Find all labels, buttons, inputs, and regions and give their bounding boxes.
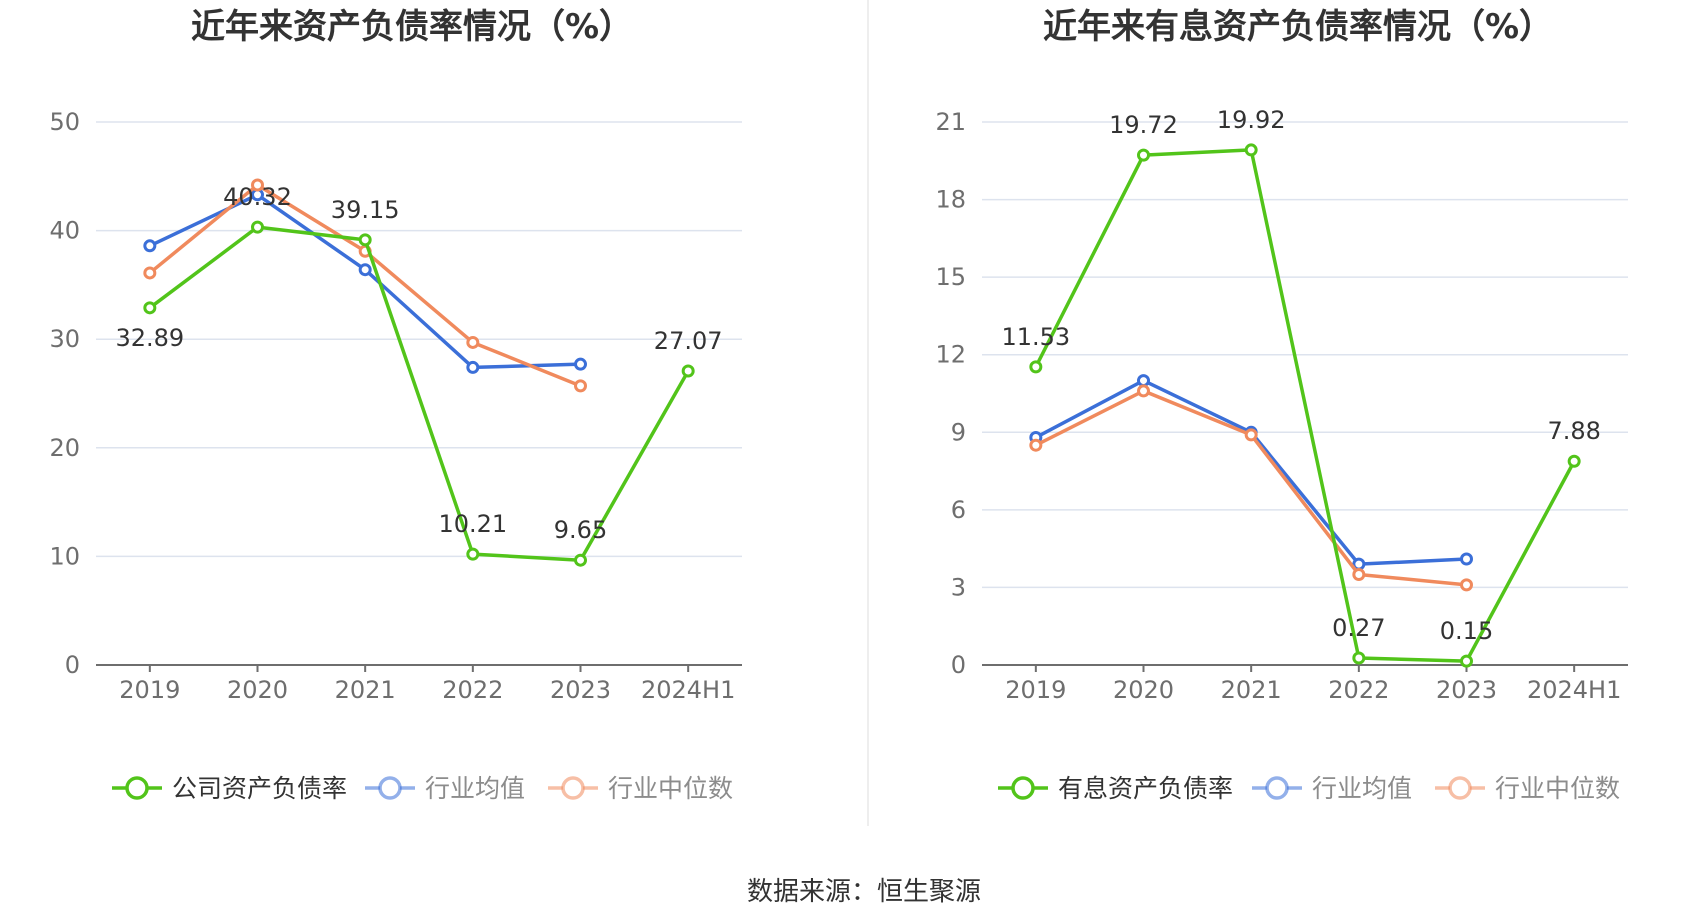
data-point-company [1460, 654, 1473, 668]
data-point-industry-avg [1460, 552, 1473, 566]
data-point-company [1352, 651, 1366, 665]
legend-marker-industry-avg [1265, 776, 1289, 800]
y-tick-label: 50 [49, 108, 80, 136]
data-point-industry-avg [1137, 374, 1150, 388]
data-label: 10.21 [438, 510, 507, 538]
data-point-industry-median [1352, 568, 1366, 581]
y-tick-label: 0 [65, 651, 80, 679]
y-tick-label: 3 [951, 573, 966, 601]
data-point-company [1567, 454, 1581, 468]
data-label: 32.89 [115, 324, 184, 352]
data-label: 39.15 [331, 196, 400, 224]
x-tick-label: 2019 [1005, 676, 1066, 704]
x-tick-label: 2024H1 [641, 676, 735, 704]
data-label: 19.92 [1217, 106, 1286, 134]
legend-marker-industry-median [561, 776, 585, 800]
data-point-industry-median [574, 379, 587, 393]
data-point-company [1244, 143, 1258, 157]
data-label: 27.07 [654, 327, 723, 355]
y-tick-label: 9 [951, 418, 966, 446]
data-point-industry-median [1137, 384, 1150, 398]
x-tick-label: 2020 [1113, 676, 1174, 704]
x-tick-label: 2021 [335, 676, 396, 704]
data-point-industry-median [1244, 428, 1258, 442]
series-line-industry-median [1035, 389, 1467, 587]
legend-marker-company [125, 776, 149, 800]
data-label: 0.15 [1440, 617, 1493, 645]
legend-label-industry-avg: 行业均值 [1312, 774, 1412, 803]
data-point-industry-median [143, 266, 157, 280]
chart-asset-liability-ratio: 近年来资产负债率情况（%） 0 10 20 30 40 50 2019 2020 2021 2022… [49, 7, 742, 803]
data-point-industry-avg [358, 263, 372, 277]
data-point-company [251, 220, 264, 234]
data-point-company [466, 547, 480, 561]
x-tick-label: 2021 [1221, 676, 1282, 704]
x-tick-label: 2022 [1328, 676, 1389, 704]
series-line-company [148, 225, 690, 562]
legend-label-industry-median: 行业中位数 [608, 774, 733, 803]
legend-marker-company [1011, 776, 1035, 800]
data-point-company [574, 553, 587, 567]
data-point-company [1137, 148, 1150, 162]
x-tick-label: 2023 [550, 676, 611, 704]
data-label: 0.27 [1332, 614, 1385, 642]
y-tick-label: 12 [935, 341, 966, 369]
y-tick-label: 10 [49, 542, 80, 570]
y-tick-label: 18 [935, 186, 966, 214]
legend-label-company: 有息资产负债率 [1058, 774, 1233, 803]
series-line-company [1034, 148, 1576, 663]
chart-title: 近年来有息资产负债率情况（%） [1043, 7, 1553, 47]
legend-label-industry-median: 行业中位数 [1495, 774, 1620, 803]
legend-label-industry-avg: 行业均值 [425, 774, 525, 803]
data-label: 19.72 [1109, 111, 1178, 139]
data-point-company [1029, 360, 1043, 374]
y-tick-label: 40 [49, 217, 80, 245]
legend-label-company: 公司资产负债率 [172, 774, 347, 803]
chart-interest-bearing-liability-ratio: 近年来有息资产负债率情况（%） 0 3 6 9 12 15 18 21 2019 2020 2021 2… [935, 7, 1628, 803]
data-point-company [681, 364, 695, 378]
data-point-industry-avg [466, 360, 480, 374]
x-tick-label: 2023 [1436, 676, 1497, 704]
x-tick-label: 2022 [442, 676, 503, 704]
data-source-label: 数据来源：恒生聚源 [747, 877, 981, 907]
x-tick-label: 2020 [227, 676, 288, 704]
x-tick-label: 2019 [119, 676, 180, 704]
data-point-industry-median [1460, 578, 1473, 592]
data-point-industry-avg [574, 357, 587, 371]
data-point-company [358, 233, 372, 247]
series-line-industry-avg [1035, 378, 1467, 566]
legend-marker-industry-median [1448, 776, 1472, 800]
y-tick-label: 21 [935, 108, 966, 136]
data-label: 7.88 [1547, 417, 1600, 445]
x-tick-label: 2024H1 [1527, 676, 1621, 704]
data-label: 40.32 [223, 183, 292, 211]
data-point-industry-avg [143, 239, 157, 253]
data-point-industry-median [1029, 438, 1043, 452]
y-tick-label: 20 [49, 434, 80, 462]
data-point-industry-median [466, 335, 480, 349]
data-point-industry-median [251, 178, 264, 192]
data-point-company [143, 301, 157, 315]
y-tick-label: 6 [951, 496, 966, 524]
y-tick-label: 0 [951, 651, 966, 679]
data-label: 11.53 [1001, 323, 1070, 351]
data-label: 9.65 [554, 516, 607, 544]
y-tick-label: 15 [935, 263, 966, 291]
legend-marker-industry-avg [378, 776, 402, 800]
chart-title: 近年来资产负债率情况（%） [191, 7, 633, 47]
y-tick-label: 30 [49, 325, 80, 353]
